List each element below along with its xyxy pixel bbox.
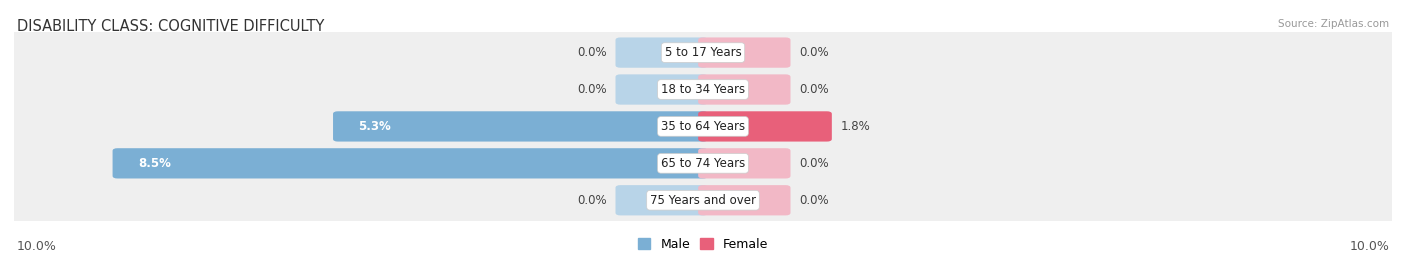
Text: 5.3%: 5.3% (359, 120, 391, 133)
Text: Source: ZipAtlas.com: Source: ZipAtlas.com (1278, 19, 1389, 29)
FancyBboxPatch shape (6, 141, 1400, 185)
Text: 5 to 17 Years: 5 to 17 Years (665, 46, 741, 59)
Text: DISABILITY CLASS: COGNITIVE DIFFICULTY: DISABILITY CLASS: COGNITIVE DIFFICULTY (17, 19, 325, 34)
FancyBboxPatch shape (6, 68, 1400, 111)
Legend: Male, Female: Male, Female (633, 233, 773, 256)
FancyBboxPatch shape (616, 74, 707, 105)
FancyBboxPatch shape (699, 111, 832, 141)
Text: 1.8%: 1.8% (841, 120, 870, 133)
FancyBboxPatch shape (699, 185, 790, 215)
FancyBboxPatch shape (6, 31, 1400, 74)
FancyBboxPatch shape (699, 74, 790, 105)
FancyBboxPatch shape (616, 37, 707, 68)
Text: 0.0%: 0.0% (576, 83, 606, 96)
Text: 0.0%: 0.0% (800, 194, 830, 207)
FancyBboxPatch shape (112, 148, 707, 179)
Text: 0.0%: 0.0% (576, 46, 606, 59)
FancyBboxPatch shape (6, 179, 1400, 222)
Text: 75 Years and over: 75 Years and over (650, 194, 756, 207)
FancyBboxPatch shape (6, 105, 1400, 148)
Text: 18 to 34 Years: 18 to 34 Years (661, 83, 745, 96)
FancyBboxPatch shape (333, 111, 707, 141)
Text: 35 to 64 Years: 35 to 64 Years (661, 120, 745, 133)
Text: 8.5%: 8.5% (138, 157, 172, 170)
Text: 10.0%: 10.0% (1350, 240, 1389, 253)
Text: 0.0%: 0.0% (800, 157, 830, 170)
Text: 65 to 74 Years: 65 to 74 Years (661, 157, 745, 170)
Text: 0.0%: 0.0% (800, 83, 830, 96)
FancyBboxPatch shape (699, 148, 790, 179)
Text: 0.0%: 0.0% (800, 46, 830, 59)
Text: 10.0%: 10.0% (17, 240, 56, 253)
Text: 0.0%: 0.0% (576, 194, 606, 207)
FancyBboxPatch shape (616, 185, 707, 215)
FancyBboxPatch shape (699, 37, 790, 68)
